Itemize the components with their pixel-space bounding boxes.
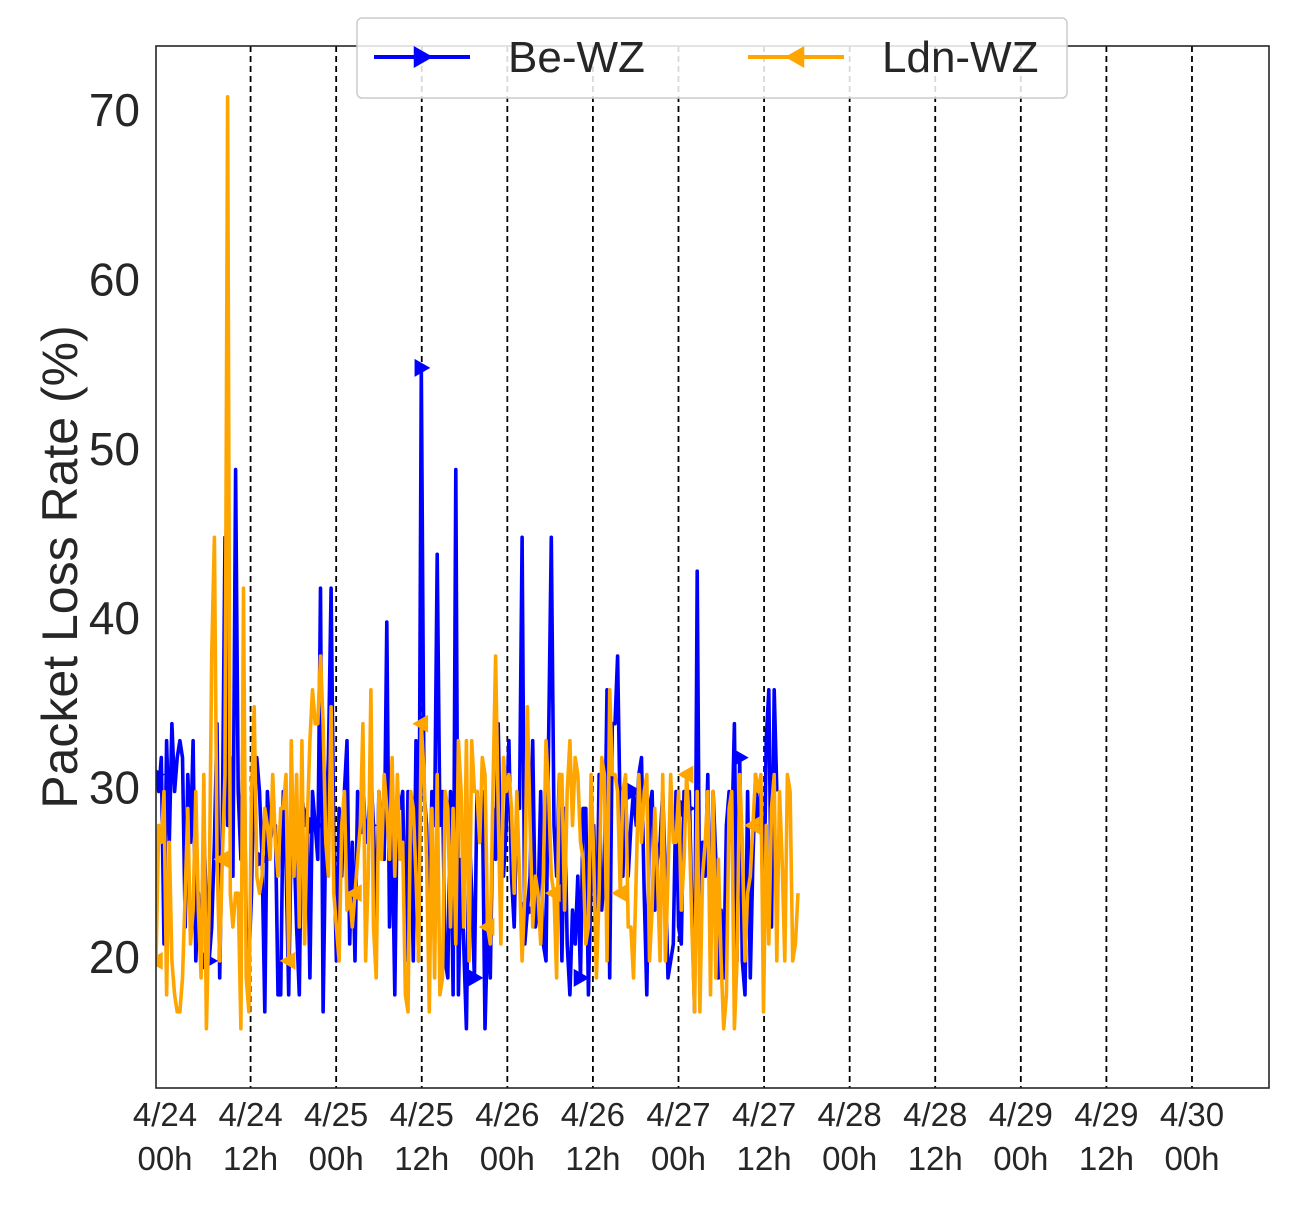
x-tick-hour-10: 00h — [993, 1140, 1048, 1177]
series-line-be-wz — [156, 366, 779, 1031]
series-marker-ldn-wz-175 — [611, 884, 628, 903]
x-tick-hour-9: 12h — [908, 1140, 963, 1177]
series-marker-ldn-wz-75 — [345, 884, 362, 903]
x-tick-date-10: 4/29 — [989, 1096, 1053, 1133]
x-tick-hour-4: 00h — [480, 1140, 535, 1177]
legend-box — [356, 17, 1068, 99]
series-marker-be-wz-220 — [732, 748, 749, 767]
series-marker-ldn-wz-25 — [213, 850, 230, 869]
x-tick-hour-11: 12h — [1079, 1140, 1134, 1177]
x-tick-hour-1: 12h — [223, 1140, 278, 1177]
x-tick-hour-6: 00h — [651, 1140, 706, 1177]
x-tick-hour-2: 00h — [309, 1140, 364, 1177]
legend-marker-ldn-wz — [785, 46, 805, 68]
y-tick-label-20: 20 — [89, 931, 140, 983]
series-marker-ldn-wz-200 — [677, 765, 694, 784]
day-divider-lines — [249, 46, 1193, 1088]
series-layer — [156, 95, 800, 1031]
series-marker-be-wz-100 — [414, 358, 431, 377]
y-axis-label: Packet Loss Rate (%) — [32, 325, 88, 809]
x-tick-date-0: 4/24 — [133, 1096, 197, 1133]
legend-marker-be-wz — [413, 46, 433, 68]
x-tick-hour-0: 00h — [137, 1140, 192, 1177]
x-tick-date-4: 4/26 — [475, 1096, 539, 1133]
x-tick-date-3: 4/25 — [390, 1096, 454, 1133]
x-tick-hour-7: 12h — [737, 1140, 792, 1177]
series-marker-ldn-wz-100 — [412, 714, 429, 733]
series-marker-ldn-wz-50 — [279, 951, 296, 970]
x-tick-date-9: 4/28 — [903, 1096, 967, 1133]
legend-label-ldn-wz: Ldn-WZ — [882, 33, 1038, 82]
x-tick-date-8: 4/28 — [818, 1096, 882, 1133]
series-marker-ldn-wz-0 — [156, 951, 163, 970]
series-marker-be-wz-180 — [626, 782, 643, 801]
legend: Be-WZ Ldn-WZ — [356, 17, 1068, 99]
x-tick-date-5: 4/26 — [561, 1096, 625, 1133]
series-marker-be-wz-0 — [156, 769, 165, 780]
x-tick-hour-12: 00h — [1164, 1140, 1219, 1177]
x-tick-date-11: 4/29 — [1074, 1096, 1138, 1133]
series-marker-ldn-wz-150 — [544, 884, 561, 903]
series-marker-be-wz-160 — [573, 968, 590, 987]
series-line-ldn-wz — [156, 95, 800, 1031]
x-tick-date-7: 4/27 — [732, 1096, 796, 1133]
y-tick-label-60: 60 — [89, 253, 140, 305]
series-marker-ldn-wz-225 — [743, 816, 760, 835]
x-tick-date-2: 4/25 — [304, 1096, 368, 1133]
legend-label-be-wz: Be-WZ — [508, 33, 645, 82]
series-marker-ldn-wz-125 — [478, 918, 495, 937]
y-tick-label-30: 30 — [89, 762, 140, 814]
x-tick-date-12: 4/30 — [1160, 1096, 1224, 1133]
x-tick-date-6: 4/27 — [646, 1096, 710, 1133]
x-tick-hour-5: 12h — [565, 1140, 620, 1177]
y-tick-label-70: 70 — [89, 84, 140, 136]
x-axis-ticks: 4/24 00h 4/24 12h 4/25 00h 4/25 12h 4/26 00h 4/26 1… — [133, 1096, 1224, 1177]
series-marker-be-wz-120 — [467, 968, 484, 987]
y-tick-label-40: 40 — [89, 592, 140, 644]
x-tick-hour-8: 00h — [822, 1140, 877, 1177]
y-axis-ticks: 20 30 40 50 60 70 — [89, 84, 140, 983]
x-tick-date-1: 4/24 — [218, 1096, 282, 1133]
x-tick-hour-3: 12h — [394, 1140, 449, 1177]
series-marker-be-wz-60 — [308, 816, 325, 835]
y-tick-label-50: 50 — [89, 423, 140, 475]
